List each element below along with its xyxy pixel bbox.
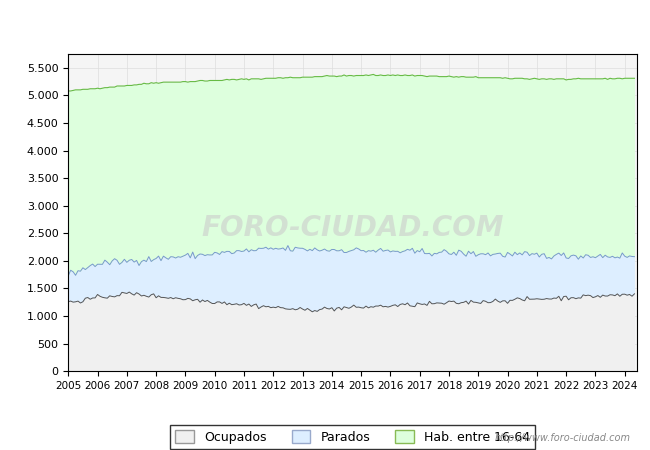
Text: http://www.foro-ciudad.com: http://www.foro-ciudad.com bbox=[495, 433, 630, 443]
Text: Vega de San Mateo - Evolucion de la poblacion en edad de Trabajar Mayo de 2024: Vega de San Mateo - Evolucion de la pobl… bbox=[67, 17, 583, 30]
Legend: Ocupados, Parados, Hab. entre 16-64: Ocupados, Parados, Hab. entre 16-64 bbox=[170, 425, 535, 449]
Text: FORO-CIUDAD.COM: FORO-CIUDAD.COM bbox=[202, 215, 504, 243]
